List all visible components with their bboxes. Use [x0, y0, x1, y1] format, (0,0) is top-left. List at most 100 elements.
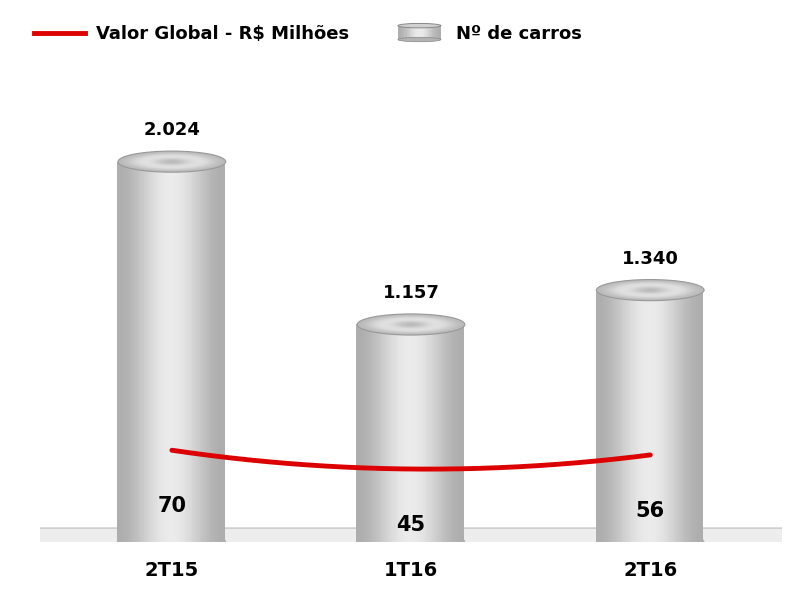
- Bar: [651, 290, 653, 542]
- Bar: [646, 290, 647, 542]
- Bar: [401, 324, 403, 542]
- Ellipse shape: [613, 283, 688, 297]
- Bar: [124, 162, 126, 542]
- Ellipse shape: [598, 280, 702, 300]
- Ellipse shape: [357, 314, 465, 335]
- Ellipse shape: [596, 531, 704, 553]
- Bar: [412, 324, 413, 542]
- Bar: [133, 162, 135, 542]
- Bar: [146, 162, 147, 542]
- Ellipse shape: [120, 152, 224, 172]
- Bar: [121, 162, 123, 542]
- Bar: [669, 290, 671, 542]
- Bar: [619, 290, 621, 542]
- Bar: [144, 162, 146, 542]
- Bar: [615, 290, 617, 542]
- Ellipse shape: [143, 156, 201, 167]
- Bar: [426, 324, 428, 542]
- Ellipse shape: [380, 318, 442, 330]
- Bar: [164, 162, 165, 542]
- Bar: [165, 162, 168, 542]
- Bar: [446, 324, 448, 542]
- Bar: [432, 324, 434, 542]
- Bar: [425, 324, 426, 542]
- Ellipse shape: [366, 315, 456, 334]
- Bar: [378, 324, 380, 542]
- Ellipse shape: [614, 283, 686, 297]
- Bar: [635, 290, 637, 542]
- Ellipse shape: [611, 282, 690, 298]
- Bar: [372, 324, 374, 542]
- Ellipse shape: [145, 157, 199, 167]
- Legend: Valor Global - R$ Milhões, Nº de carros: Valor Global - R$ Milhões, Nº de carros: [35, 25, 581, 43]
- Ellipse shape: [397, 321, 426, 327]
- Bar: [360, 324, 362, 542]
- Bar: [689, 290, 691, 542]
- Ellipse shape: [157, 159, 186, 164]
- Bar: [194, 162, 196, 542]
- Ellipse shape: [642, 288, 659, 292]
- Bar: [604, 290, 606, 542]
- Bar: [381, 324, 384, 542]
- Bar: [396, 324, 397, 542]
- Bar: [376, 324, 378, 542]
- Bar: [218, 162, 219, 542]
- Bar: [32, 528, 790, 556]
- Ellipse shape: [134, 154, 210, 169]
- Ellipse shape: [625, 285, 675, 295]
- Ellipse shape: [363, 315, 459, 334]
- Bar: [139, 162, 140, 542]
- Ellipse shape: [602, 281, 699, 300]
- Bar: [659, 290, 660, 542]
- Bar: [172, 162, 175, 542]
- Ellipse shape: [393, 321, 429, 328]
- Ellipse shape: [388, 320, 434, 329]
- Bar: [369, 324, 371, 542]
- Bar: [663, 290, 666, 542]
- Bar: [435, 324, 437, 542]
- Bar: [202, 162, 203, 542]
- Bar: [666, 290, 667, 542]
- Ellipse shape: [152, 158, 192, 166]
- Bar: [673, 290, 675, 542]
- Ellipse shape: [161, 160, 183, 164]
- Bar: [596, 290, 597, 542]
- Ellipse shape: [118, 531, 226, 553]
- Bar: [413, 324, 416, 542]
- Bar: [214, 162, 216, 542]
- Ellipse shape: [408, 324, 414, 325]
- Bar: [692, 290, 694, 542]
- Bar: [696, 290, 698, 542]
- Ellipse shape: [643, 289, 658, 291]
- Text: 70: 70: [157, 496, 186, 516]
- Bar: [683, 290, 685, 542]
- Ellipse shape: [384, 319, 438, 330]
- Ellipse shape: [372, 317, 451, 332]
- Ellipse shape: [127, 153, 217, 170]
- Ellipse shape: [621, 285, 679, 296]
- Ellipse shape: [368, 316, 454, 333]
- Ellipse shape: [379, 318, 443, 331]
- Bar: [356, 324, 358, 542]
- Bar: [193, 162, 194, 542]
- Bar: [455, 324, 457, 542]
- Bar: [152, 162, 153, 542]
- Bar: [405, 324, 406, 542]
- Bar: [459, 324, 460, 542]
- Text: 56: 56: [636, 501, 665, 521]
- Ellipse shape: [138, 155, 206, 169]
- Bar: [439, 324, 441, 542]
- Bar: [380, 324, 381, 542]
- Bar: [603, 290, 604, 542]
- Bar: [676, 290, 678, 542]
- Bar: [694, 290, 696, 542]
- Ellipse shape: [395, 321, 427, 327]
- Bar: [184, 162, 185, 542]
- Bar: [362, 324, 364, 542]
- Ellipse shape: [639, 288, 661, 292]
- Bar: [448, 324, 450, 542]
- Bar: [397, 324, 400, 542]
- Bar: [180, 162, 181, 542]
- Ellipse shape: [131, 154, 213, 170]
- Bar: [460, 324, 462, 542]
